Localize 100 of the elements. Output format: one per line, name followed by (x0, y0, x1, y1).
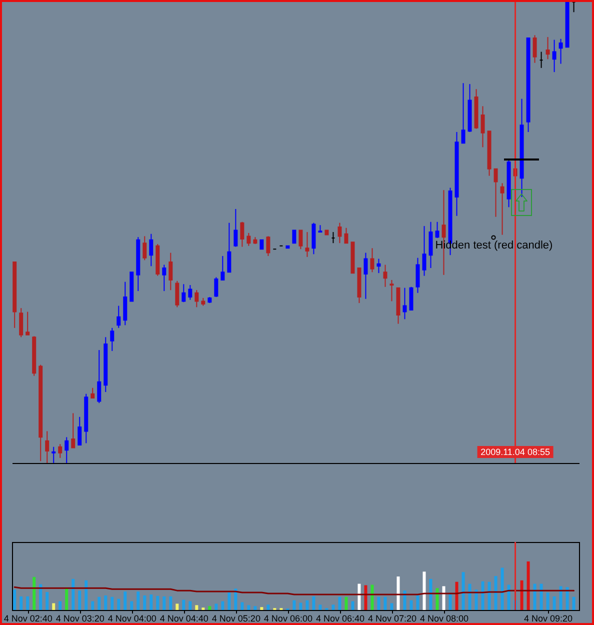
candlestick (227, 222, 232, 273)
bar (318, 604, 322, 610)
bar (143, 595, 146, 610)
bar (416, 595, 420, 610)
candlestick (266, 236, 270, 257)
bar (494, 576, 498, 610)
candlestick (240, 221, 244, 248)
bar (396, 576, 400, 610)
candlestick (435, 221, 440, 239)
bar (150, 594, 153, 610)
bar (410, 600, 413, 610)
candlestick (370, 248, 374, 273)
bar (124, 592, 127, 610)
bar (78, 590, 82, 610)
candlestick (142, 236, 147, 261)
bar (481, 581, 484, 610)
bar (110, 596, 114, 610)
bar (520, 580, 524, 610)
bar (13, 590, 16, 610)
bar (540, 584, 543, 610)
candlestick (344, 227, 348, 244)
bar (436, 588, 439, 610)
bar (254, 606, 257, 610)
bar (351, 601, 354, 610)
candlestick (558, 38, 563, 64)
candlestick (416, 257, 420, 294)
candlestick (168, 252, 173, 291)
bar (20, 596, 23, 610)
bar (546, 592, 550, 610)
bar (422, 572, 426, 610)
x-tick-label: 4 Nov 08:00 (420, 614, 469, 624)
bar (104, 595, 108, 610)
bar (32, 576, 36, 610)
candlestick (214, 276, 218, 298)
bar (338, 596, 342, 610)
candlestick (338, 222, 342, 244)
candlestick (305, 232, 310, 258)
bar (429, 578, 432, 610)
bar (474, 590, 478, 610)
bar (500, 568, 504, 610)
bar (455, 582, 458, 610)
x-tick-label: 4 Nov 04:00 (108, 614, 156, 624)
bar (136, 592, 140, 610)
ref-line-label: 2009.11.04 08:55 (478, 446, 553, 458)
candlestick (182, 284, 186, 303)
bar (214, 604, 218, 610)
bar (370, 584, 374, 610)
bar (182, 600, 186, 610)
bar (507, 584, 510, 610)
bar (390, 603, 394, 610)
candlestick (19, 308, 24, 338)
bar (84, 580, 88, 610)
candlestick (194, 290, 199, 308)
candlestick (234, 208, 238, 248)
bar (65, 588, 68, 610)
candlestick (260, 239, 264, 250)
candlestick (26, 311, 30, 336)
candlestick (116, 305, 121, 328)
candlestick (123, 281, 128, 326)
x-tick-label: 4 Nov 06:40 (316, 614, 364, 624)
x-tick-label: 4 Nov 07:20 (368, 614, 417, 624)
candlestick (480, 106, 485, 148)
bar (377, 596, 380, 610)
bar (260, 607, 264, 610)
candlestick (246, 232, 251, 246)
bar (332, 604, 335, 610)
bar (234, 588, 238, 610)
bar (442, 586, 446, 610)
bar (533, 584, 536, 610)
candlestick (45, 430, 50, 464)
candlestick (58, 444, 62, 458)
candlestick (461, 82, 466, 144)
bar (384, 596, 387, 610)
candlestick (220, 256, 225, 280)
candlestick (90, 387, 95, 398)
candlestick (552, 39, 556, 73)
candlestick (428, 221, 433, 268)
candlestick (188, 284, 192, 300)
candlestick (298, 230, 303, 250)
bar (247, 605, 250, 610)
bar (156, 596, 160, 610)
bar (39, 584, 42, 610)
candlestick (390, 279, 394, 302)
candlestick (376, 258, 381, 274)
bar (162, 596, 166, 610)
bar (344, 596, 348, 610)
bar (312, 596, 316, 610)
candlestick (532, 34, 537, 64)
x-tick-label: 4 Nov 09:20 (524, 614, 573, 624)
candlestick (149, 233, 154, 267)
bar (117, 598, 120, 610)
candlestick (175, 280, 180, 308)
candlestick (71, 412, 76, 448)
bar (572, 596, 576, 610)
bar (221, 601, 224, 610)
bar (91, 601, 94, 610)
candlestick (78, 416, 82, 446)
candlestick (292, 230, 296, 244)
bar (292, 600, 296, 610)
candlestick (110, 327, 114, 352)
